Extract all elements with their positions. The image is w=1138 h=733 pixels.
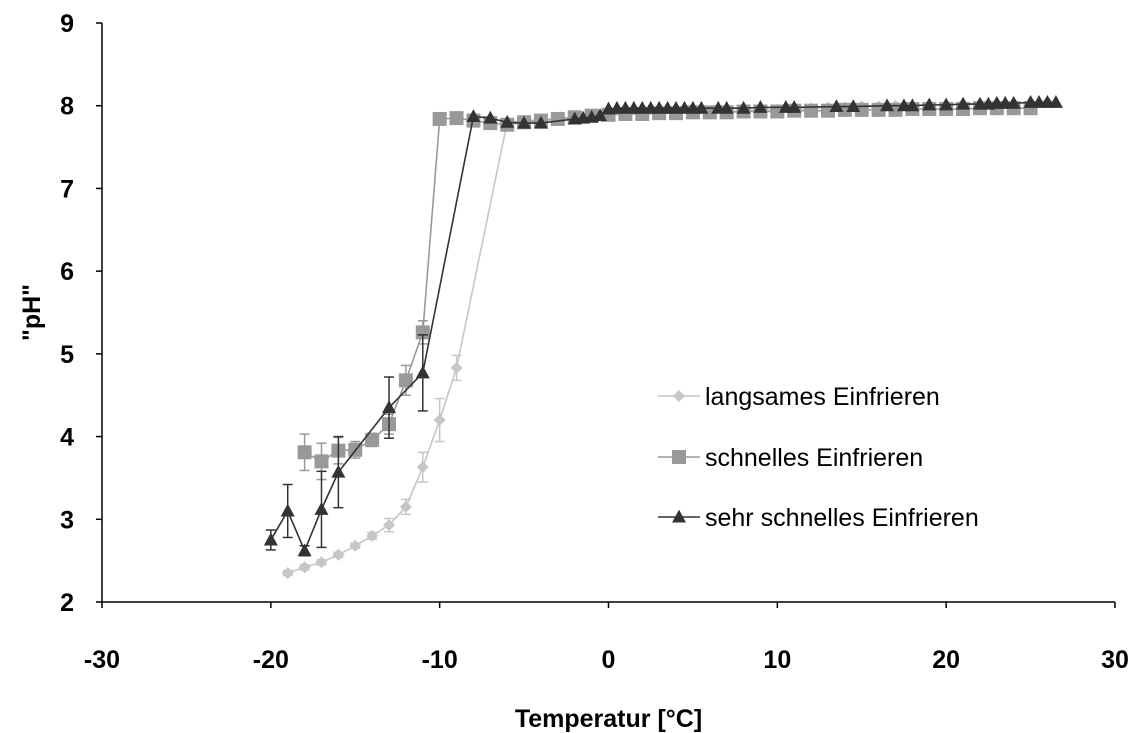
y-tick-label: 6 — [60, 258, 74, 286]
data-point — [533, 115, 548, 129]
data-point — [846, 99, 861, 113]
data-point — [956, 96, 971, 110]
series-line — [287, 100, 1048, 574]
data-point — [593, 108, 608, 122]
data-point — [550, 111, 565, 126]
axes: 2 3 4 5 6 7 8 9 -30 -20 -10 0 10 20 30 — [60, 10, 1129, 674]
y-tick-label: 2 — [60, 589, 74, 617]
x-axis-title: Temperatur [°C] — [515, 705, 702, 733]
data-point — [298, 561, 311, 574]
x-tick-label: 10 — [763, 646, 791, 674]
data-point — [905, 98, 920, 112]
x-tick-label: 30 — [1101, 646, 1129, 674]
data-point — [365, 432, 380, 447]
data-point — [433, 414, 446, 427]
data-point — [281, 567, 294, 580]
x-tick-label: -10 — [422, 646, 458, 674]
data-point — [922, 97, 937, 111]
x-tick-label: -30 — [84, 646, 120, 674]
data-point — [517, 115, 532, 129]
data-point — [415, 325, 430, 340]
data-point — [694, 100, 709, 114]
legend-label: sehr schnelles Einfrieren — [705, 504, 979, 532]
legend-swatch-marker — [672, 450, 686, 464]
data-point — [416, 461, 429, 474]
y-tick-label: 3 — [60, 506, 74, 534]
series-triangle — [263, 95, 1063, 557]
y-tick-label: 8 — [60, 93, 74, 121]
legend: langsames Einfrieren schnelles Einfrieren… — [658, 383, 979, 532]
data-point — [787, 100, 802, 113]
data-point — [314, 454, 329, 469]
data-point — [332, 548, 345, 561]
data-point — [399, 500, 412, 513]
y-ticks: 2 3 4 5 6 7 8 9 — [60, 10, 102, 617]
data-point — [1048, 95, 1063, 108]
legend-swatch-marker — [673, 390, 685, 402]
series-layer — [263, 95, 1063, 580]
y-tick-label: 5 — [60, 341, 74, 369]
data-point — [280, 503, 295, 517]
series-line — [270, 101, 1056, 553]
legend-item: sehr schnelles Einfrieren — [658, 504, 979, 532]
x-ticks: -30 -20 -10 0 10 20 30 — [84, 602, 1129, 674]
data-point — [314, 502, 329, 515]
data-point — [415, 365, 430, 379]
y-tick-label: 4 — [60, 424, 74, 452]
x-tick-label: 20 — [932, 646, 960, 674]
data-point — [736, 100, 751, 114]
data-point — [719, 100, 734, 114]
legend-item: schnelles Einfrieren — [658, 444, 923, 472]
data-point — [263, 532, 278, 546]
data-point — [753, 100, 768, 113]
legend-label: langsames Einfrieren — [705, 383, 940, 411]
data-point — [466, 109, 481, 122]
data-point — [500, 114, 515, 128]
data-point — [331, 464, 346, 478]
y-axis-title: "pH" — [18, 284, 46, 341]
data-point — [398, 373, 413, 388]
data-point — [366, 529, 379, 542]
legend-label: schnelles Einfrieren — [705, 444, 923, 472]
data-point — [297, 445, 312, 460]
data-point — [450, 361, 463, 374]
x-tick-label: -20 — [253, 646, 289, 674]
data-point — [297, 543, 312, 557]
data-point — [939, 97, 954, 111]
y-tick-label: 9 — [60, 10, 74, 38]
data-point — [383, 519, 396, 532]
data-point — [1006, 95, 1021, 109]
x-tick-label: 0 — [602, 646, 616, 674]
series-square — [297, 101, 1038, 481]
y-tick-label: 7 — [60, 175, 74, 203]
data-point — [349, 539, 362, 552]
data-point — [804, 103, 819, 118]
legend-swatch-marker — [672, 509, 686, 523]
data-point — [382, 400, 397, 414]
data-point — [432, 111, 447, 126]
data-point — [449, 111, 464, 126]
data-point — [315, 556, 328, 569]
data-point — [483, 110, 498, 124]
legend-item: langsames Einfrieren — [658, 383, 940, 411]
data-point — [829, 99, 844, 113]
data-point — [880, 98, 895, 112]
